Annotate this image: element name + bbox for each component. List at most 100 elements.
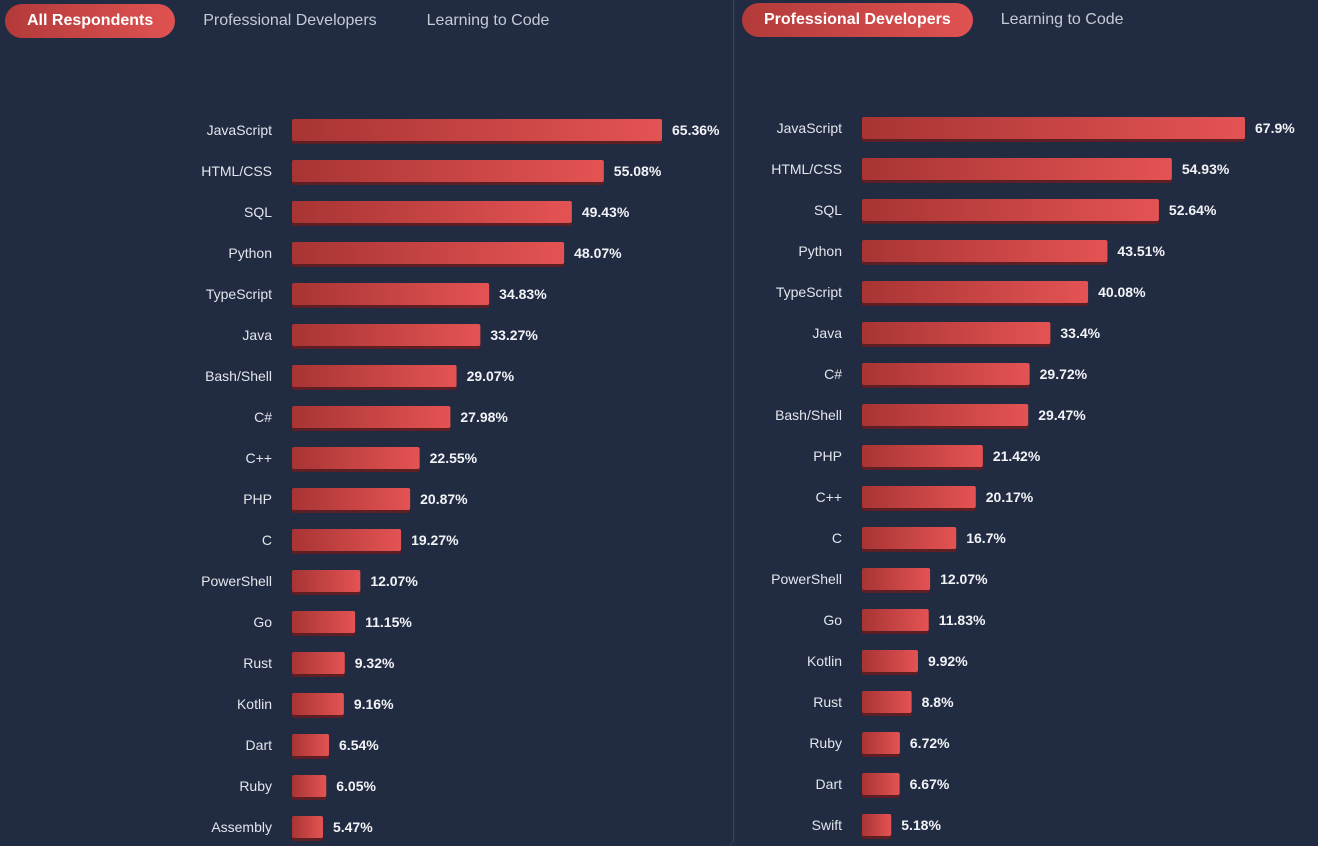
value-label: 34.83% [499,286,547,302]
bar[interactable] [292,652,345,674]
bar[interactable] [292,283,490,305]
value-label: 11.15% [365,614,412,630]
value-label: 6.72% [910,735,950,751]
tab-bar: Professional Developers Learning to Code [742,3,1152,37]
category-label: Swift [812,817,842,833]
value-label: 16.7% [966,530,1006,546]
value-label: 67.9% [1255,120,1295,136]
bar-group: Python 43.51% [798,240,1165,265]
category-label: Bash/Shell [775,407,842,423]
category-label: TypeScript [776,284,842,300]
bar[interactable] [292,365,457,387]
tab-professional-developers[interactable]: Professional Developers [742,3,973,37]
category-label: TypeScript [206,286,272,302]
tab-all-respondents[interactable]: All Respondents [5,4,176,38]
category-label: Java [242,327,272,343]
category-label: SQL [814,202,842,218]
bar[interactable] [862,404,1029,426]
bar[interactable] [292,160,604,182]
bar[interactable] [292,611,356,633]
bar[interactable] [862,199,1159,221]
category-label: Bash/Shell [205,368,272,384]
value-label: 48.07% [574,245,622,261]
value-label: 20.87% [420,491,468,507]
bar[interactable] [292,406,451,428]
bar-group: HTML/CSS 54.93% [771,158,1230,183]
value-label: 8.8% [922,694,954,710]
bar[interactable] [862,322,1051,344]
bar[interactable] [862,445,983,467]
category-label: C++ [816,489,842,505]
value-label: 55.08% [614,163,662,179]
bar[interactable] [862,117,1245,139]
category-label: Rust [813,694,842,710]
bar[interactable] [292,570,361,592]
bar[interactable] [292,529,402,551]
bar-group: JavaScript 67.9% [777,117,1295,142]
value-label: 29.07% [467,368,515,384]
value-label: 9.92% [928,653,968,669]
bar[interactable] [292,488,411,510]
category-label: Kotlin [237,696,272,712]
bar-group: PHP 20.87% [243,488,468,513]
bar[interactable] [292,324,481,346]
tab-professional-developers[interactable]: Professional Developers [203,12,377,29]
tab-learning-to-code[interactable]: Learning to Code [1000,11,1124,28]
value-label: 9.32% [355,655,395,671]
category-label: C# [824,366,842,382]
bar-group: Rust 8.8% [813,691,954,716]
bar[interactable] [862,773,900,795]
category-label: Ruby [239,778,272,794]
category-label: Dart [816,776,843,792]
value-label: 54.93% [1182,161,1230,177]
bar-group: Ruby 6.05% [239,775,376,800]
bar[interactable] [292,119,662,141]
bar[interactable] [292,734,330,756]
tab-learning-to-code[interactable]: Learning to Code [426,12,550,29]
category-label: Python [798,243,842,259]
bar-group: Bash/Shell 29.07% [205,365,515,390]
category-label: Assembly [211,819,272,835]
bar-group: C 19.27% [262,529,459,554]
value-label: 21.42% [993,448,1041,464]
value-label: 29.72% [1040,366,1088,382]
bar-group: Swift 5.18% [812,814,941,839]
bar[interactable] [862,609,929,631]
bar-group: PowerShell 12.07% [201,570,418,595]
bar[interactable] [862,691,912,713]
category-label: Go [823,612,842,628]
bar[interactable] [292,201,572,223]
value-label: 5.18% [901,817,941,833]
value-label: 22.55% [430,450,478,466]
bar[interactable] [862,814,892,836]
bar[interactable] [862,568,931,590]
category-label: PHP [243,491,272,507]
category-label: C++ [246,450,272,466]
bar[interactable] [862,158,1172,180]
bar[interactable] [862,240,1108,262]
value-label: 43.51% [1117,243,1165,259]
category-label: C [832,530,842,546]
bar[interactable] [292,775,327,797]
bar[interactable] [292,693,344,715]
bar-group: C 16.7% [832,527,1006,552]
value-label: 6.54% [339,737,379,753]
value-label: 12.07% [370,573,418,589]
bar-group: PHP 21.42% [813,445,1041,470]
bar[interactable] [292,242,565,264]
chart-panel-all-respondents: All Respondents Professional Developers … [5,0,734,846]
bar[interactable] [862,486,976,508]
bar[interactable] [862,527,957,549]
bar-group: Dart 6.67% [816,773,950,798]
bar[interactable] [862,650,918,672]
bar[interactable] [862,281,1089,303]
bar[interactable] [862,732,900,754]
category-label: HTML/CSS [201,163,272,179]
bar[interactable] [862,363,1030,385]
value-label: 19.27% [411,532,459,548]
bar-chart-professional-developers: JavaScript 67.9% HTML/CSS 54.93% SQL 52.64% Py… [771,117,1295,839]
bar[interactable] [292,447,420,469]
category-label: PHP [813,448,842,464]
bar-chart-all-respondents: JavaScript 65.36% HTML/CSS 55.08% SQL 49.43% P… [201,119,720,841]
bar[interactable] [292,816,323,838]
